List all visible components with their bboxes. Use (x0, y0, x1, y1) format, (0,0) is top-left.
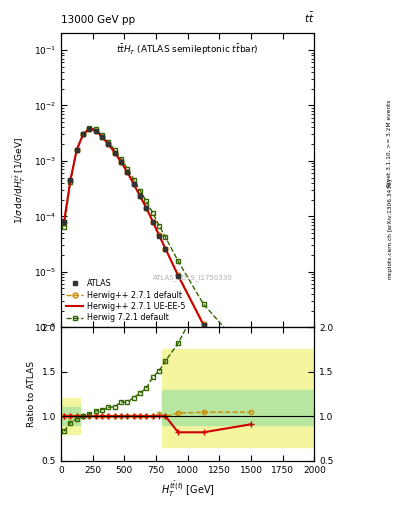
Herwig++ 2.7.1 default (112, 150, 117, 156)
Herwig 7.2.1 default (87, 125, 92, 131)
ATLAS (100, 134, 105, 140)
Herwig++ 2.7.1 UE-EE-5 (249, 379, 253, 386)
Herwig++ 2.7.1 default (201, 321, 206, 327)
Legend: ATLAS, Herwig++ 2.7.1 default, Herwig++ 2.7.1 UE-EE-5, Herwig 7.2.1 default: ATLAS, Herwig++ 2.7.1 default, Herwig++ … (65, 279, 186, 323)
Herwig++ 2.7.1 default (106, 141, 111, 147)
Herwig++ 2.7.1 default (87, 125, 92, 132)
Herwig++ 2.7.1 UE-EE-5 (157, 232, 162, 239)
Herwig 7.2.1 default (100, 132, 105, 138)
Herwig++ 2.7.1 default (81, 132, 85, 138)
Herwig++ 2.7.1 UE-EE-5 (201, 322, 206, 328)
Herwig++ 2.7.1 UE-EE-5 (106, 141, 111, 147)
Herwig++ 2.7.1 default (94, 127, 98, 134)
Herwig 7.2.1 default (201, 301, 206, 307)
ATLAS (94, 127, 98, 134)
Herwig++ 2.7.1 UE-EE-5 (112, 150, 117, 156)
ATLAS (151, 219, 155, 225)
Herwig++ 2.7.1 default (62, 219, 66, 225)
Herwig++ 2.7.1 default (157, 232, 162, 238)
ATLAS (157, 232, 162, 239)
Text: 13000 GeV pp: 13000 GeV pp (61, 14, 135, 25)
Herwig 7.2.1 default (249, 355, 253, 361)
Herwig 7.2.1 default (62, 224, 66, 230)
Herwig++ 2.7.1 default (138, 193, 143, 199)
Herwig 7.2.1 default (112, 147, 117, 154)
Herwig 7.2.1 default (144, 199, 149, 205)
Text: ATLAS_2019_I1750330: ATLAS_2019_I1750330 (153, 274, 233, 281)
Text: $t\bar{t}H_T$ (ATLAS semileptonic $t\bar{t}$bar): $t\bar{t}H_T$ (ATLAS semileptonic $t\bar… (116, 42, 259, 57)
Herwig++ 2.7.1 UE-EE-5 (74, 146, 79, 153)
Text: mcplots.cern.ch: mcplots.cern.ch (387, 232, 392, 280)
Herwig 7.2.1 default (68, 179, 73, 185)
Herwig++ 2.7.1 default (163, 246, 168, 252)
ATLAS (176, 272, 180, 279)
Text: Rivet 3.1.10, >= 3.2M events: Rivet 3.1.10, >= 3.2M events (387, 100, 392, 187)
Line: Herwig++ 2.7.1 UE-EE-5: Herwig++ 2.7.1 UE-EE-5 (64, 129, 251, 382)
ATLAS (62, 219, 66, 225)
Herwig++ 2.7.1 default (131, 181, 136, 187)
ATLAS (125, 169, 130, 176)
Herwig 7.2.1 default (74, 147, 79, 154)
ATLAS (81, 132, 85, 138)
ATLAS (249, 377, 253, 383)
X-axis label: $H_T^{t\bar{t}(t)}$ [GeV]: $H_T^{t\bar{t}(t)}$ [GeV] (161, 480, 215, 499)
Herwig 7.2.1 default (176, 258, 180, 264)
Line: Herwig++ 2.7.1 default: Herwig++ 2.7.1 default (62, 126, 253, 382)
Herwig++ 2.7.1 default (144, 205, 149, 211)
Herwig++ 2.7.1 default (74, 146, 79, 153)
Herwig++ 2.7.1 UE-EE-5 (87, 125, 92, 132)
ATLAS (68, 177, 73, 183)
Herwig++ 2.7.1 default (119, 159, 123, 165)
ATLAS (144, 205, 149, 211)
Herwig 7.2.1 default (81, 132, 85, 138)
Herwig 7.2.1 default (163, 234, 168, 240)
Herwig 7.2.1 default (125, 166, 130, 172)
Herwig++ 2.7.1 default (151, 219, 155, 225)
Herwig++ 2.7.1 UE-EE-5 (119, 159, 123, 165)
Herwig++ 2.7.1 default (100, 134, 105, 140)
Herwig++ 2.7.1 default (125, 169, 130, 176)
ATLAS (74, 146, 79, 153)
Line: Herwig 7.2.1 default: Herwig 7.2.1 default (62, 125, 253, 360)
Herwig++ 2.7.1 UE-EE-5 (81, 132, 85, 138)
ATLAS (119, 159, 123, 165)
Herwig++ 2.7.1 UE-EE-5 (94, 127, 98, 134)
Herwig 7.2.1 default (138, 187, 143, 194)
ATLAS (201, 322, 206, 328)
ATLAS (131, 181, 136, 187)
Line: ATLAS: ATLAS (62, 126, 253, 383)
Herwig 7.2.1 default (157, 223, 162, 229)
ATLAS (106, 141, 111, 147)
Herwig++ 2.7.1 UE-EE-5 (100, 134, 105, 140)
Text: [arXiv:1306.3436]: [arXiv:1306.3436] (387, 178, 392, 231)
Herwig++ 2.7.1 UE-EE-5 (125, 169, 130, 176)
Herwig 7.2.1 default (119, 156, 123, 162)
Herwig++ 2.7.1 default (176, 272, 180, 278)
ATLAS (87, 125, 92, 132)
ATLAS (163, 246, 168, 252)
Herwig++ 2.7.1 UE-EE-5 (62, 219, 66, 225)
Herwig 7.2.1 default (151, 210, 155, 216)
Y-axis label: $1/\sigma\,\mathrm{d}\sigma/\mathrm{d}H_T^{t\bar{t}}$ [1/GeV]: $1/\sigma\,\mathrm{d}\sigma/\mathrm{d}H_… (12, 137, 28, 224)
Herwig++ 2.7.1 UE-EE-5 (68, 177, 73, 183)
ATLAS (138, 193, 143, 199)
Herwig++ 2.7.1 default (249, 376, 253, 382)
Herwig++ 2.7.1 UE-EE-5 (176, 272, 180, 279)
ATLAS (112, 150, 117, 156)
Herwig++ 2.7.1 default (68, 177, 73, 183)
Herwig 7.2.1 default (131, 177, 136, 183)
Herwig++ 2.7.1 UE-EE-5 (163, 246, 168, 252)
Herwig++ 2.7.1 UE-EE-5 (144, 205, 149, 211)
Herwig++ 2.7.1 UE-EE-5 (151, 219, 155, 225)
Herwig 7.2.1 default (94, 126, 98, 133)
Herwig++ 2.7.1 UE-EE-5 (131, 181, 136, 187)
Herwig 7.2.1 default (106, 139, 111, 145)
Y-axis label: Ratio to ATLAS: Ratio to ATLAS (27, 361, 36, 427)
Herwig++ 2.7.1 UE-EE-5 (138, 193, 143, 199)
Text: $t\bar{t}$: $t\bar{t}$ (304, 10, 314, 25)
